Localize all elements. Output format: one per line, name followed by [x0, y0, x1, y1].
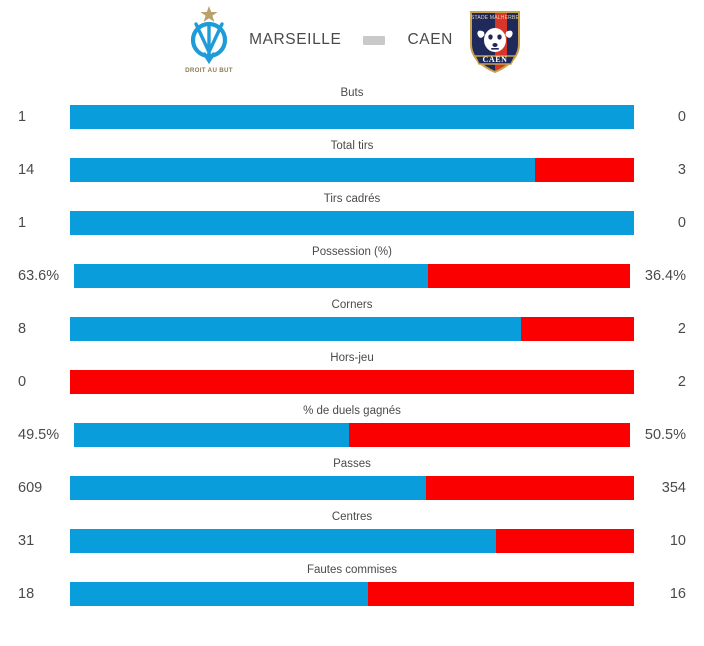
stat-bar-away-segment — [70, 370, 634, 394]
stat-row: Passes 609 354 — [0, 451, 704, 504]
stat-row: Corners 8 2 — [0, 292, 704, 345]
stat-bar-track — [74, 264, 630, 288]
stat-row: Possession (%) 63.6% 36.4% — [0, 239, 704, 292]
stat-row: Hors-jeu 0 2 — [0, 345, 704, 398]
stat-value-home: 31 — [18, 533, 35, 549]
stat-label: % de duels gagnés — [303, 405, 401, 417]
stat-row: % de duels gagnés 49.5% 50.5% — [0, 398, 704, 451]
home-team-name: MARSEILLE — [249, 31, 342, 48]
stat-row: Fautes commises 18 16 — [0, 557, 704, 610]
caen-crest-icon: STADE MALHERBE CAEN — [459, 4, 531, 76]
stat-value-away: 354 — [661, 480, 686, 496]
stat-bar-line: 49.5% 50.5% — [0, 420, 704, 450]
stat-bar-home-segment — [70, 582, 369, 606]
stat-bar-line: 609 354 — [0, 473, 704, 503]
svg-text:STADE MALHERBE: STADE MALHERBE — [471, 15, 519, 21]
svg-text:CAEN: CAEN — [482, 55, 507, 64]
stat-bar-line: 18 16 — [0, 579, 704, 609]
stat-value-away: 50.5% — [644, 427, 686, 443]
stat-bar-away-segment — [427, 264, 630, 288]
stat-label: Tirs cadrés — [323, 193, 381, 205]
stats-list: Buts 1 0 Total tirs 14 3 Tirs cadrés 1 0 Possessi… — [0, 80, 704, 610]
stat-value-home: 8 — [18, 321, 27, 337]
stat-bar-track — [70, 582, 634, 606]
stat-label: Buts — [340, 87, 364, 99]
stat-label: Passes — [333, 458, 371, 470]
stat-bar-track — [70, 211, 634, 235]
stat-value-away: 16 — [669, 586, 686, 602]
stat-value-away: 36.4% — [644, 268, 686, 284]
stat-label: Total tirs — [330, 140, 374, 152]
stat-bar-line: 14 3 — [0, 155, 704, 185]
stat-bar-away-segment — [426, 476, 634, 500]
stat-row: Tirs cadrés 1 0 — [0, 186, 704, 239]
stat-bar-away-segment — [349, 423, 630, 447]
stat-bar-home-segment — [70, 158, 535, 182]
stat-value-away: 10 — [669, 533, 686, 549]
stat-bar-home-segment — [74, 264, 428, 288]
stat-bar-track — [70, 317, 634, 341]
stat-bar-home-segment — [70, 317, 522, 341]
stat-label: Hors-jeu — [330, 352, 374, 364]
stat-bar-track — [70, 529, 634, 553]
stat-value-away: 0 — [677, 109, 686, 125]
stat-value-away: 0 — [677, 215, 686, 231]
stat-bar-away-segment — [534, 158, 634, 182]
away-team-name: CAEN — [407, 31, 453, 48]
stat-label: Corners — [331, 299, 373, 311]
stat-bar-line: 63.6% 36.4% — [0, 261, 704, 291]
stat-bar-away-segment — [496, 529, 634, 553]
stat-bar-track — [70, 158, 634, 182]
stat-bar-home-segment — [70, 105, 634, 129]
stat-value-home: 14 — [18, 162, 35, 178]
stat-bar-away-segment — [521, 317, 634, 341]
stat-bar-home-segment — [70, 211, 634, 235]
svg-text:DROIT AU BUT: DROIT AU BUT — [185, 67, 233, 74]
stat-bar-track — [74, 423, 630, 447]
marseille-crest-icon: DROIT AU BUT — [173, 4, 245, 76]
stat-row: Total tirs 14 3 — [0, 133, 704, 186]
stat-value-home: 49.5% — [18, 427, 60, 443]
stat-bar-track — [70, 370, 634, 394]
stat-bar-home-segment — [74, 423, 350, 447]
stat-value-away: 3 — [677, 162, 686, 178]
stat-value-home: 63.6% — [18, 268, 60, 284]
stat-bar-line: 31 10 — [0, 526, 704, 556]
stat-bar-home-segment — [70, 529, 497, 553]
stat-bar-track — [70, 105, 634, 129]
stat-row: Buts 1 0 — [0, 80, 704, 133]
stat-bar-track — [70, 476, 634, 500]
stat-value-away: 2 — [677, 321, 686, 337]
stat-value-home: 1 — [18, 215, 27, 231]
match-header: DROIT AU BUT MARSEILLE CAEN STADE MALHER… — [0, 0, 704, 80]
stat-label: Fautes commises — [306, 564, 398, 576]
stat-bar-away-segment — [368, 582, 634, 606]
vs-separator-icon — [363, 35, 386, 45]
stat-row: Centres 31 10 — [0, 504, 704, 557]
stat-value-home: 18 — [18, 586, 35, 602]
stat-bar-home-segment — [70, 476, 427, 500]
stat-value-home: 609 — [18, 480, 43, 496]
stat-value-home: 0 — [18, 374, 27, 390]
stat-value-home: 1 — [18, 109, 27, 125]
stat-label: Centres — [331, 511, 373, 523]
stat-label: Possession (%) — [312, 246, 392, 258]
stat-value-away: 2 — [677, 374, 686, 390]
